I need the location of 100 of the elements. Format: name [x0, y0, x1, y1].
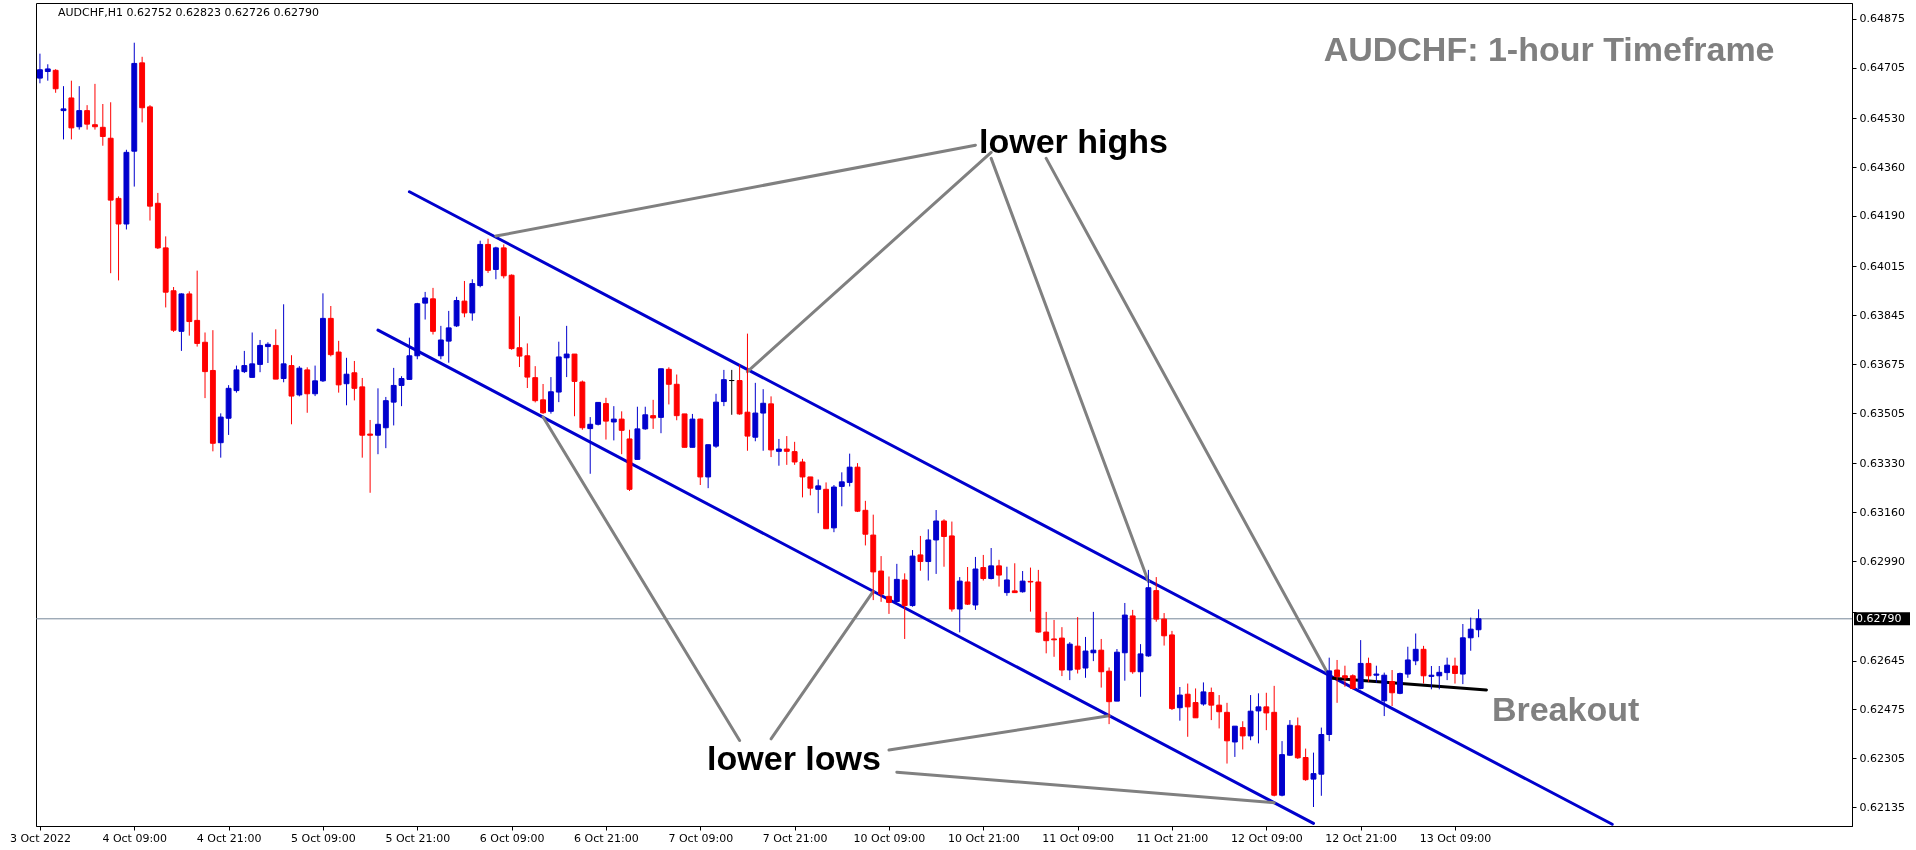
- x-tick-label: 10 Oct 09:00: [853, 831, 926, 845]
- y-tick-label: 0.64530: [1859, 111, 1905, 125]
- candlestick: [1263, 692, 1270, 731]
- y-tick-label: 0.64360: [1859, 160, 1905, 174]
- candlestick: [99, 103, 106, 147]
- x-tick-label: 6 Oct 21:00: [574, 831, 639, 845]
- candlestick: [1389, 669, 1396, 707]
- candlestick: [1239, 720, 1246, 750]
- candlestick: [1436, 665, 1443, 690]
- candlestick: [92, 83, 98, 131]
- candlestick: [1208, 687, 1215, 721]
- y-tick-label: 0.63845: [1859, 308, 1905, 322]
- y-tick-label: 0.64705: [1859, 61, 1905, 75]
- candlestick: [532, 365, 539, 403]
- candlestick: [618, 410, 625, 455]
- candlestick: [36, 53, 43, 84]
- ref-line-label: 0.62790: [1856, 611, 1902, 625]
- x-tick-label: 11 Oct 21:00: [1136, 831, 1209, 845]
- y-tick-label: 0.64875: [1859, 12, 1905, 26]
- candlestick: [587, 416, 594, 475]
- candlestick: [264, 341, 271, 364]
- candlestick: [610, 405, 617, 441]
- candlestick: [917, 535, 924, 572]
- y-tick-label: 0.62305: [1859, 751, 1905, 765]
- candlestick: [257, 339, 263, 373]
- candlestick: [343, 357, 350, 406]
- candlestick: [492, 246, 499, 280]
- candlestick: [461, 280, 468, 318]
- candlestick: [603, 397, 609, 441]
- x-tick-label: 5 Oct 09:00: [291, 831, 356, 845]
- candlestick: [1452, 657, 1458, 685]
- candlestick: [925, 528, 932, 582]
- y-tick-label: 0.63505: [1859, 406, 1905, 420]
- candlestick: [1342, 665, 1348, 688]
- candlestick: [76, 85, 83, 131]
- annotation: lower highs: [979, 121, 1168, 160]
- candlestick: [941, 518, 947, 568]
- candlestick: [650, 399, 657, 430]
- candlestick: [1365, 657, 1372, 683]
- annotation: lower lows: [707, 739, 881, 777]
- candlestick: [249, 331, 256, 378]
- candlestick: [312, 365, 319, 397]
- x-tick-label: 7 Oct 21:00: [762, 831, 828, 845]
- candlestick: [422, 291, 429, 321]
- candlestick: [980, 554, 987, 582]
- candlestick: [642, 406, 649, 431]
- candlestick: [893, 563, 900, 603]
- candlestick: [815, 479, 822, 514]
- y-tick-label: 0.64015: [1859, 259, 1905, 273]
- candlestick: [846, 453, 853, 487]
- candlestick: [1444, 657, 1451, 681]
- candlestick: [1019, 570, 1026, 594]
- candlestick: [878, 555, 885, 603]
- candlestick: [933, 509, 940, 575]
- candlestick: [1404, 646, 1411, 679]
- y-tick-label: 0.63160: [1859, 505, 1905, 519]
- candlestick: [1074, 616, 1081, 674]
- candlestick: [1051, 619, 1057, 658]
- candlestick: [1231, 725, 1238, 758]
- candlestick: [84, 104, 91, 131]
- x-tick-label: 5 Oct 21:00: [385, 831, 451, 845]
- candlestick: [775, 438, 782, 467]
- y-tick-label: 0.62645: [1859, 654, 1905, 668]
- candlestick: [886, 576, 892, 615]
- candlestick: [540, 383, 546, 415]
- candlestick: [547, 376, 554, 415]
- candlestick: [1176, 686, 1183, 722]
- x-tick-label: 7 Oct 09:00: [668, 831, 734, 845]
- candlestick: [1200, 681, 1207, 707]
- candlestick: [280, 303, 287, 383]
- candlestick: [194, 270, 201, 348]
- candlestick: [1412, 632, 1419, 666]
- candlestick: [351, 360, 358, 401]
- candlestick: [665, 366, 672, 405]
- candlestick: [783, 435, 790, 466]
- candlestick: [1011, 562, 1018, 594]
- x-tick-label: 12 Oct 09:00: [1230, 831, 1303, 845]
- y-tick-label: 0.62135: [1859, 800, 1905, 814]
- y-tick-label: 0.63675: [1859, 357, 1905, 371]
- candlestick: [1216, 694, 1223, 729]
- candlestick: [375, 387, 381, 455]
- candlestick: [367, 419, 374, 494]
- candlestick: [52, 68, 59, 94]
- candlestick: [838, 471, 845, 507]
- candlestick: [988, 547, 995, 580]
- y-tick-label: 0.62475: [1859, 702, 1905, 716]
- candlestick: [1098, 638, 1105, 689]
- x-tick-label: 3 Oct 2022: [9, 831, 71, 845]
- x-tick-label: 11 Oct 09:00: [1042, 831, 1114, 845]
- x-tick-label: 4 Oct 21:00: [196, 831, 262, 845]
- x-tick-label: 10 Oct 21:00: [947, 831, 1020, 845]
- candlestick: [445, 310, 452, 364]
- y-tick-label: 0.62990: [1859, 554, 1905, 568]
- candlestick: [760, 388, 767, 452]
- annotation: AUDCHF,H1 0.62752 0.62823 0.62726 0.62790: [58, 6, 320, 19]
- candlestick: [60, 85, 67, 140]
- candlestick: [437, 325, 444, 360]
- candlestick: [1334, 659, 1341, 704]
- x-tick-label: 13 Oct 09:00: [1419, 831, 1492, 845]
- candlestick: [1302, 748, 1309, 782]
